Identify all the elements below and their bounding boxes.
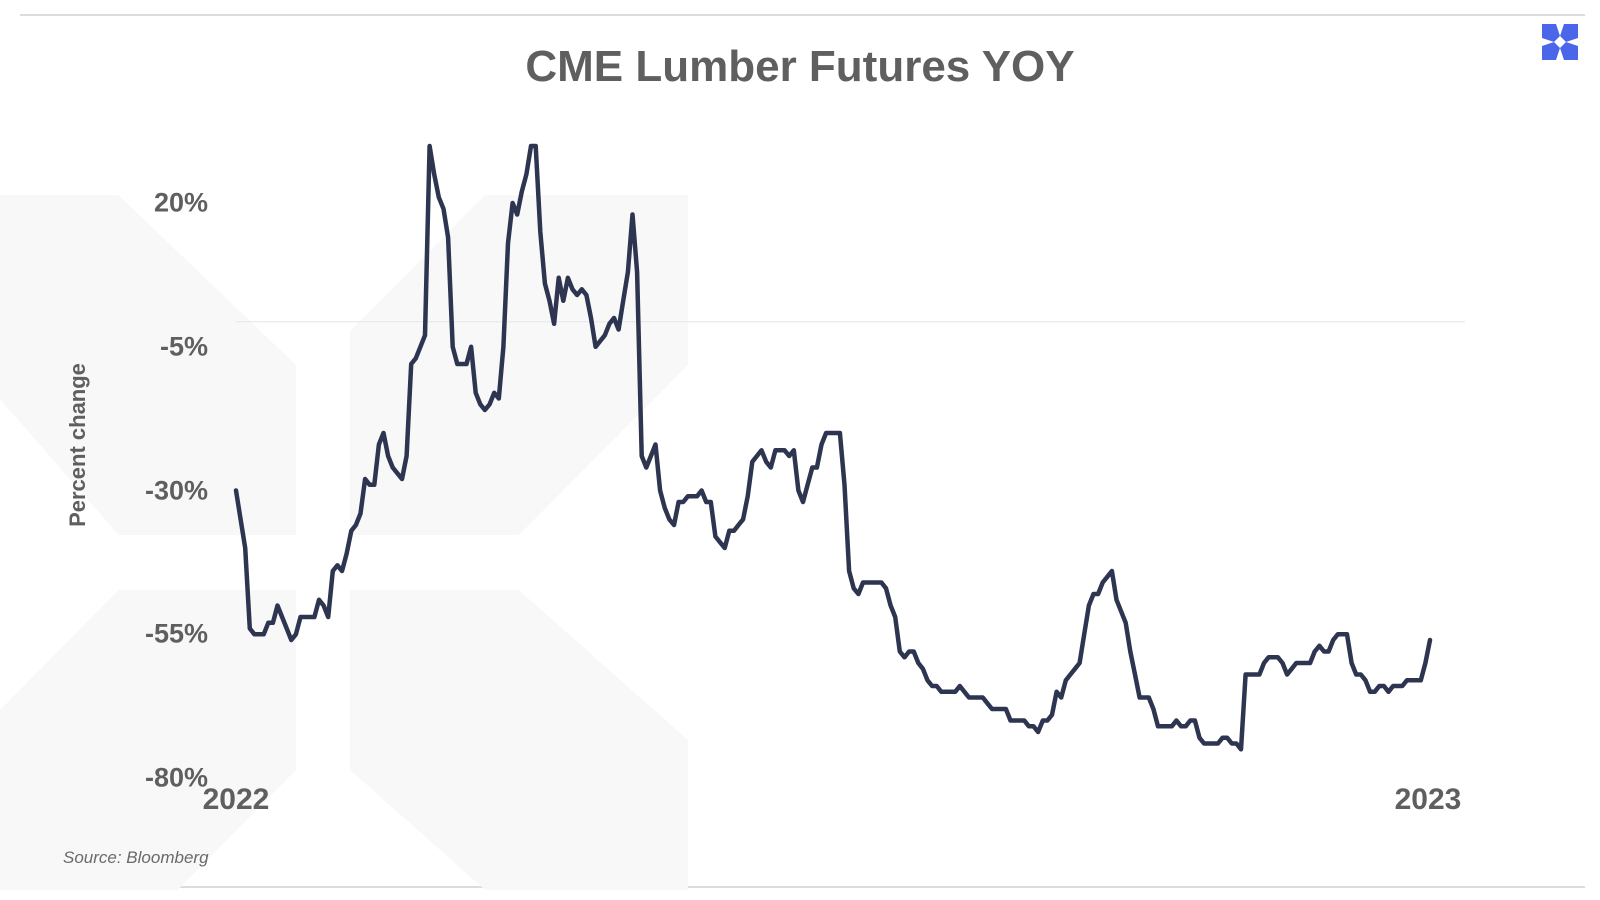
source-note: Source: Bloomberg (63, 848, 209, 867)
y-tick-label: -30% (144, 475, 208, 505)
y-tick-label: -80% (144, 762, 208, 793)
x-tick-label: 2023 (1394, 783, 1462, 816)
logo-segment (1542, 42, 1560, 60)
logo-segment (1542, 24, 1560, 42)
x-tick-label: 2022 (202, 783, 270, 816)
brand-logo-icon (1542, 24, 1578, 60)
series-line (233, 143, 1433, 752)
logo-segment (1560, 42, 1578, 60)
y-tick-label: 20% (153, 187, 208, 218)
y-tick-label: -55% (144, 618, 208, 649)
top-divider (20, 14, 1585, 16)
y-tick-label: -5% (159, 331, 208, 362)
chart-title: CME Lumber Futures YOY (525, 42, 1075, 91)
bottom-divider (20, 886, 1585, 888)
logo-segment (1560, 24, 1578, 42)
